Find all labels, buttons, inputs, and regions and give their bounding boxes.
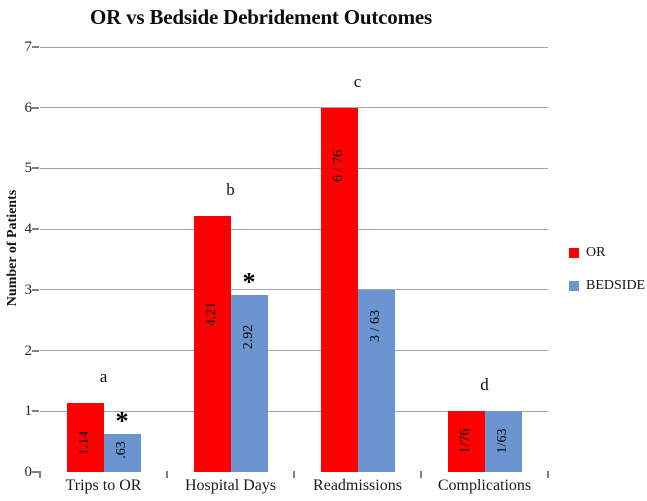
y-axis-line xyxy=(38,46,40,473)
bar-or-complications xyxy=(447,411,485,472)
y-tick-label-5: 5 xyxy=(24,160,33,177)
legend-label-bedside: BEDSIDE xyxy=(586,278,646,293)
legend-label-or: OR xyxy=(586,245,606,260)
legend: OR BEDSIDE xyxy=(569,245,645,311)
x-tick-1 xyxy=(166,471,168,478)
y-tick-5 xyxy=(32,167,39,170)
legend-swatch-or xyxy=(569,248,579,258)
y-tick-1 xyxy=(32,410,39,413)
gridline-5 xyxy=(40,167,548,169)
x-tick-3 xyxy=(420,471,422,478)
gridline-4 xyxy=(40,228,548,230)
gridline-6 xyxy=(40,107,548,109)
bar-value-label-or-trips-to-or: 1.14 xyxy=(77,430,92,456)
gridline-7 xyxy=(40,46,548,48)
sig-letter-d: d xyxy=(480,375,489,395)
x-tick-0 xyxy=(39,471,41,478)
sig-letter-b: b xyxy=(226,180,235,200)
bar-bedside-trips-to-or xyxy=(103,433,141,472)
y-tick-label-6: 6 xyxy=(24,99,33,116)
bar-value-label-bedside-readmissions: 3 / 63 xyxy=(368,310,383,343)
bar-value-label-bedside-trips-to-or: .63 xyxy=(114,441,129,459)
bar-or-readmissions xyxy=(320,107,358,472)
bar-value-label-or-readmissions: 6 / 76 xyxy=(331,150,346,182)
category-label-complications: Complications xyxy=(437,477,532,494)
x-tick-4 xyxy=(547,471,549,478)
gridline-2 xyxy=(40,350,548,352)
bar-or-trips-to-or xyxy=(66,402,104,472)
x-tick-2 xyxy=(293,471,295,478)
bar-value-label-bedside-complications: 1/63 xyxy=(495,428,510,454)
y-tick-3 xyxy=(32,288,39,291)
y-tick-label-1: 1 xyxy=(24,403,33,420)
gridline-3 xyxy=(40,289,548,291)
legend-swatch-bedside xyxy=(569,281,579,291)
y-tick-label-0: 0 xyxy=(24,464,33,480)
y-tick-label-3: 3 xyxy=(24,281,33,298)
legend-item-bedside: BEDSIDE xyxy=(569,278,645,294)
bar-bedside-complications xyxy=(484,411,522,472)
chart-title: OR vs Bedside Debridement Outcomes xyxy=(89,5,432,29)
bar-value-label-or-hospital-days: 4.21 xyxy=(204,301,219,326)
y-tick-7 xyxy=(32,46,39,48)
bar-or-hospital-days xyxy=(193,216,231,472)
legend-item-or: OR xyxy=(569,245,645,261)
y-tick-2 xyxy=(32,349,39,352)
y-tick-6 xyxy=(32,106,39,109)
asterisk-trips-to-or: * xyxy=(115,406,129,436)
bar-bedside-hospital-days xyxy=(230,294,268,472)
sig-letter-a: a xyxy=(99,366,108,386)
y-tick-4 xyxy=(32,228,39,231)
category-label-hospital-days: Hospital Days xyxy=(184,477,277,494)
bar-value-label-bedside-hospital-days: 2.92 xyxy=(241,325,256,350)
category-label-trips-to-or: Trips to OR xyxy=(65,477,142,494)
y-tick-label-2: 2 xyxy=(24,342,33,359)
y-tick-0 xyxy=(32,471,39,473)
y-tick-label-4: 4 xyxy=(24,221,33,238)
gridline-1 xyxy=(40,410,548,412)
plot-area: 1.14 .63 a * 4.21 2.92 b * 6 / 76 3 / 63 c 1/76 1/63… xyxy=(40,46,548,472)
category-label-readmissions: Readmissions xyxy=(313,477,402,494)
y-tick-label-7: 7 xyxy=(24,39,33,55)
asterisk-hospital-days: * xyxy=(242,267,256,297)
bar-value-label-or-complications: 1/76 xyxy=(458,428,473,454)
bar-bedside-readmissions xyxy=(357,289,395,472)
sig-letter-c: c xyxy=(353,71,362,91)
